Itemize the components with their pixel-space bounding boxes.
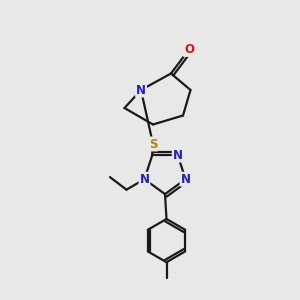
Text: N: N: [136, 83, 146, 97]
Text: N: N: [181, 173, 190, 186]
Text: N: N: [173, 148, 183, 161]
Text: O: O: [184, 43, 194, 56]
Text: S: S: [149, 137, 157, 151]
Text: N: N: [140, 173, 149, 186]
